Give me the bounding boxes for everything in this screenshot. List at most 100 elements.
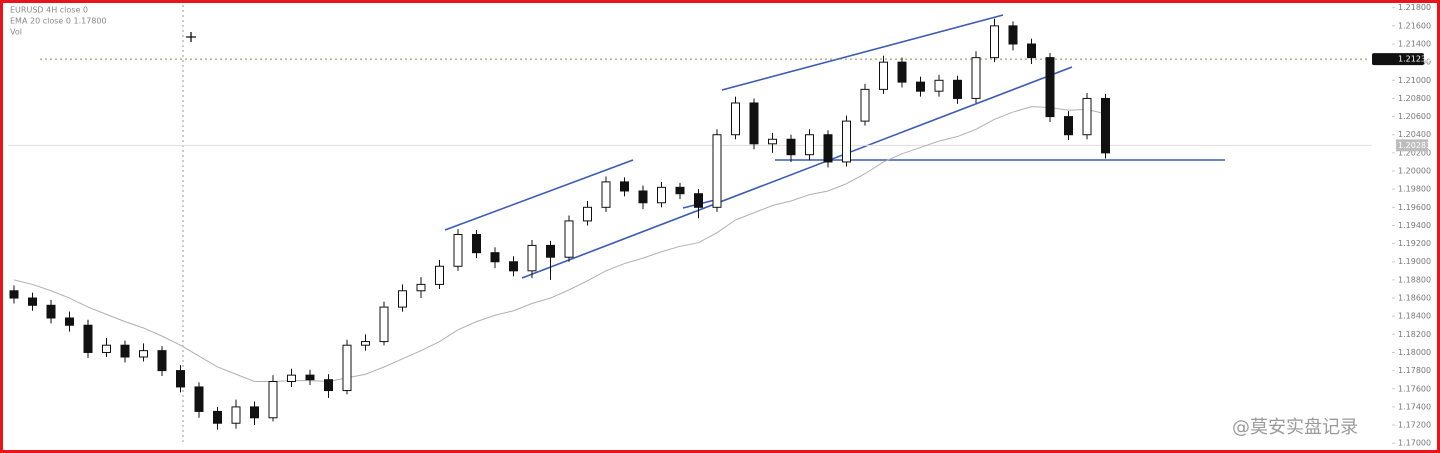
candle-body <box>527 244 537 272</box>
y-tick-label: 1.21600 <box>1398 21 1431 30</box>
candle-body <box>1045 57 1055 118</box>
candle-body <box>324 379 333 392</box>
candle-body <box>860 88 870 122</box>
candle-body <box>398 290 407 308</box>
candle-body <box>712 134 722 208</box>
candle-body <box>768 138 777 145</box>
y-tick-label: 1.20600 <box>1398 112 1431 121</box>
y-tick-label: 1.18600 <box>1398 294 1431 303</box>
candle-body <box>546 244 555 258</box>
y-tick-label: 1.18200 <box>1398 330 1431 339</box>
candle-body <box>583 206 592 222</box>
y-tick-label: 1.17600 <box>1398 384 1431 393</box>
last-price-badge <box>1372 53 1424 66</box>
candle-body <box>83 324 93 353</box>
candle-body <box>879 61 888 90</box>
y-tick-label: 1.17000 <box>1398 439 1431 448</box>
candle-body <box>46 304 56 319</box>
cursor <box>186 32 196 42</box>
candle-body <box>305 374 315 381</box>
candle-body <box>194 386 204 412</box>
legend-text: Vol <box>10 28 22 37</box>
candle-body <box>287 374 296 382</box>
candle-body <box>102 344 111 353</box>
candle-body <box>65 317 74 326</box>
candle-body <box>1064 116 1073 136</box>
candle-body <box>749 102 759 145</box>
last-price-label: 1.21233 <box>1398 55 1431 64</box>
candle-body <box>934 79 944 92</box>
candle-body <box>638 190 648 204</box>
watermark: @莫安实盘记录 <box>1232 417 1358 438</box>
candle-body <box>268 380 278 419</box>
legend-text: EURUSD 4H close 0 <box>10 6 88 15</box>
candle-body <box>28 297 37 306</box>
y-tick-label: 1.18800 <box>1398 275 1431 284</box>
y-tick-label: 1.19800 <box>1398 185 1431 194</box>
y-tick-label: 1.19200 <box>1398 239 1431 248</box>
candle-body <box>9 290 19 299</box>
candle-body <box>176 370 185 388</box>
y-tick-label: 1.17800 <box>1398 366 1431 375</box>
trend-line <box>721 14 1004 91</box>
candle-body <box>675 186 685 195</box>
candle-body <box>250 406 259 419</box>
candle-body <box>139 350 148 358</box>
candle-body <box>990 25 999 59</box>
y-tick-label: 1.17200 <box>1398 421 1431 430</box>
candle-body <box>453 234 463 267</box>
candle-body <box>157 350 167 372</box>
candle-body <box>823 134 833 163</box>
candle-body <box>657 186 666 204</box>
trend-line <box>521 66 1073 279</box>
candle-body <box>213 410 222 424</box>
candle-body <box>971 57 981 99</box>
candle-body <box>490 252 500 263</box>
candle-body <box>1101 97 1110 154</box>
candle-body <box>953 79 962 99</box>
y-tick-label: 1.18400 <box>1398 312 1431 321</box>
candle-body <box>805 134 814 156</box>
y-tick-label: 1.21400 <box>1398 40 1431 49</box>
y-tick-label: 1.19600 <box>1398 203 1431 212</box>
candle-body <box>694 193 703 208</box>
candle-body <box>1008 25 1018 45</box>
candle-body <box>416 283 426 292</box>
y-tick-label: 1.17400 <box>1398 402 1431 411</box>
candle-body <box>472 234 481 254</box>
y-tick-label: 1.18000 <box>1398 348 1431 357</box>
ema-line <box>13 106 1106 382</box>
candle-body <box>379 306 389 343</box>
candle-body <box>897 61 907 83</box>
candle-body <box>786 138 796 156</box>
legend-text: EMA 20 close 0 1.17800 <box>10 17 107 26</box>
candle-body <box>601 181 611 208</box>
y-tick-label: 1.20400 <box>1398 130 1431 139</box>
candle-body <box>731 102 740 136</box>
y-tick-label: 1.19000 <box>1398 257 1431 266</box>
candle-body <box>1027 43 1036 59</box>
candle-body <box>620 181 629 192</box>
candle-body <box>231 406 241 424</box>
y-tick-label: 1.20000 <box>1398 167 1431 176</box>
y-tick-label: 1.20200 <box>1398 148 1431 157</box>
candle-body <box>342 344 352 392</box>
candle-body <box>564 220 574 258</box>
y-tick-label: 1.21000 <box>1398 76 1431 85</box>
close-price-badge <box>1396 139 1428 152</box>
y-tick-label: 1.19400 <box>1398 221 1431 230</box>
y-tick-label: 1.20800 <box>1398 94 1431 103</box>
candle-body <box>120 344 130 358</box>
candle-body <box>1082 97 1092 136</box>
candle-body <box>509 261 518 272</box>
candle-body <box>361 341 370 346</box>
trend-line <box>444 159 634 231</box>
candle-body <box>842 120 851 163</box>
y-tick-label: 1.21800 <box>1398 3 1431 12</box>
close-price-label: 1.20283 <box>1398 141 1431 150</box>
candle-body <box>435 265 444 285</box>
candle-body <box>916 81 925 92</box>
